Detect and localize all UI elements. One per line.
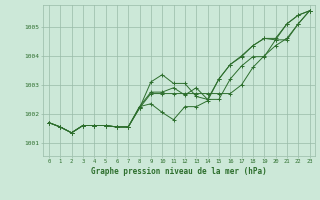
X-axis label: Graphe pression niveau de la mer (hPa): Graphe pression niveau de la mer (hPa) <box>91 167 267 176</box>
